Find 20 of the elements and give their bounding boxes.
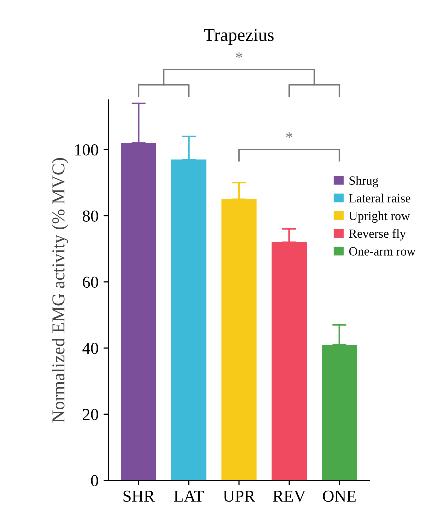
y-axis-title: Normalized EMG activity (% MVC) — [52, 158, 68, 423]
legend-label: Upright row — [349, 212, 410, 223]
y-tick-label: 20 — [83, 409, 98, 420]
text: * — [236, 52, 242, 58]
y-tick-label: 40 — [82, 342, 98, 354]
x-tick-label: UPR — [223, 490, 256, 502]
x-tick-label: ONE — [323, 490, 356, 502]
x-tick-label: SHR — [124, 490, 156, 502]
legend-label: One-arm row — [349, 247, 416, 256]
y-tick-label: 60 — [83, 276, 98, 288]
legend-label: Lateral raise — [349, 194, 411, 203]
x-tick-label: REV — [273, 490, 306, 502]
chart-title: Trapezius — [204, 29, 274, 45]
y-tick-label: 80 — [82, 210, 98, 222]
y-tick-label: 100 — [75, 144, 98, 156]
x-tick-label: LAT — [174, 490, 204, 502]
legend-label: Shrug — [350, 176, 379, 188]
annotation: * — [286, 132, 293, 138]
y-tick-label: 0 — [91, 475, 98, 487]
legend-label: Reverse fly — [349, 229, 406, 241]
